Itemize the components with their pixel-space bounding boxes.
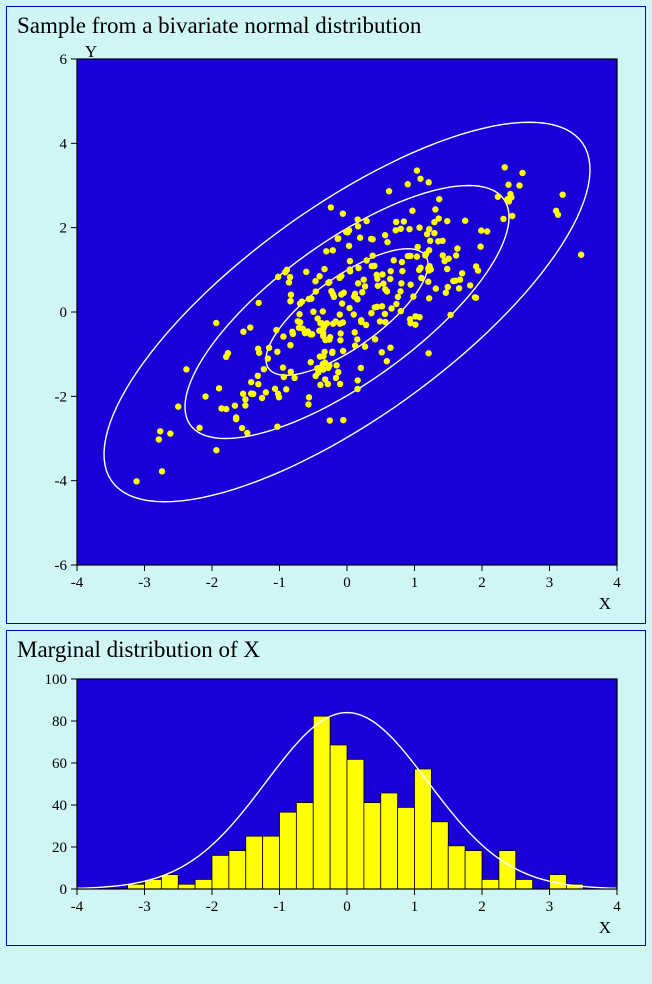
svg-text:-1: -1 xyxy=(273,575,286,591)
scatter-chart: -4-3-2-101234-6-4-20246XY xyxy=(17,41,633,619)
svg-text:-2: -2 xyxy=(55,389,68,405)
svg-text:-3: -3 xyxy=(138,575,151,591)
svg-text:-3: -3 xyxy=(138,899,151,915)
svg-text:4: 4 xyxy=(613,575,621,591)
svg-text:3: 3 xyxy=(546,575,554,591)
svg-text:100: 100 xyxy=(45,672,68,688)
page: Sample from a bivariate normal distribut… xyxy=(0,0,652,984)
svg-text:1: 1 xyxy=(411,899,419,915)
svg-text:2: 2 xyxy=(478,899,486,915)
svg-text:6: 6 xyxy=(60,52,68,68)
svg-text:3: 3 xyxy=(546,899,554,915)
svg-text:60: 60 xyxy=(52,756,67,772)
histogram-panel: Marginal distribution of X -4 -3 -2 -1 0 1 2 3 4… xyxy=(6,630,646,946)
svg-text:-4: -4 xyxy=(71,575,84,591)
svg-text:4: 4 xyxy=(60,136,68,152)
svg-text:0: 0 xyxy=(343,899,351,915)
svg-text:X: X xyxy=(599,594,611,613)
svg-text:2: 2 xyxy=(60,221,68,237)
svg-text:0: 0 xyxy=(60,882,68,898)
svg-text:20: 20 xyxy=(52,840,67,856)
svg-text:-4: -4 xyxy=(71,899,84,915)
svg-text:Y: Y xyxy=(85,42,97,61)
svg-text:0: 0 xyxy=(343,575,351,591)
histogram-title: Marginal distribution of X xyxy=(17,637,635,665)
scatter-title: Sample from a bivariate normal distribut… xyxy=(17,13,635,41)
svg-text:1: 1 xyxy=(411,575,419,591)
svg-text:2: 2 xyxy=(478,575,486,591)
scatter-panel: Sample from a bivariate normal distribut… xyxy=(6,6,646,624)
svg-text:-1: -1 xyxy=(273,899,286,915)
svg-text:80: 80 xyxy=(52,714,67,730)
svg-text:-6: -6 xyxy=(55,558,68,574)
svg-text:4: 4 xyxy=(613,899,621,915)
svg-text:-2: -2 xyxy=(206,899,219,915)
hist-plot-area: -4-3-2-101234020406080100X xyxy=(17,665,635,941)
svg-text:0: 0 xyxy=(60,305,68,321)
svg-text:40: 40 xyxy=(52,798,67,814)
scatter-plot-area: -4-3-2-101234-6-4-20246XY xyxy=(17,41,635,619)
svg-text:-2: -2 xyxy=(206,575,219,591)
histogram-chart: -4-3-2-101234020406080100X xyxy=(17,665,633,941)
svg-text:-4: -4 xyxy=(55,474,68,490)
svg-text:X: X xyxy=(599,918,611,937)
